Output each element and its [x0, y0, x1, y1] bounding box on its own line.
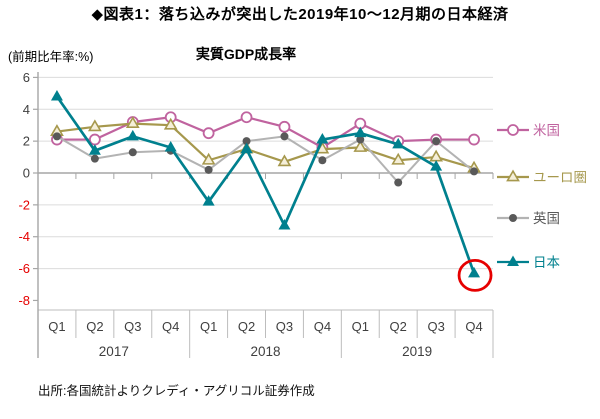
- data-point-eurozone: [429, 149, 444, 162]
- x-axis-quarter-label: Q3: [124, 319, 141, 334]
- data-point-japan: [126, 129, 139, 141]
- legend-marker-japan: [507, 255, 519, 266]
- data-point-japan: [164, 141, 177, 152]
- y-axis-tick-label: -4: [18, 229, 30, 244]
- data-point-uk: [356, 135, 365, 144]
- data-point-japan: [316, 133, 329, 144]
- x-axis-quarter-label: Q1: [200, 319, 217, 334]
- data-point-uk: [90, 154, 99, 163]
- y-axis-tick-label: 4: [23, 102, 30, 117]
- chart-title: 実質GDP成長率: [195, 46, 297, 62]
- highlight-circle-annotation: [457, 258, 493, 292]
- x-axis-quarter-label: Q4: [465, 319, 482, 334]
- legend-label-uk: 英国: [533, 210, 560, 226]
- data-point-eurozone: [277, 154, 292, 167]
- x-axis-quarter-label: Q2: [238, 319, 255, 334]
- data-point-uk: [318, 156, 327, 165]
- data-point-eurozone: [391, 152, 406, 165]
- data-point-uk: [470, 167, 479, 176]
- data-point-eurozone: [125, 116, 140, 129]
- data-point-uk: [242, 137, 251, 146]
- series-line-eurozone: [55, 122, 476, 170]
- legend-label-japan: 日本: [533, 255, 561, 270]
- data-point-uk: [432, 137, 441, 146]
- series-line-japan: [55, 95, 476, 275]
- legend-marker-eurozone: [506, 169, 520, 182]
- x-axis-quarter-label: Q4: [162, 319, 179, 334]
- series-line-us: [55, 116, 476, 149]
- data-point-japan: [430, 160, 443, 171]
- legend-marker-us: [507, 124, 519, 136]
- x-axis-year-label: 2017: [99, 344, 129, 359]
- legend-label-us: 米国: [533, 123, 560, 138]
- x-axis-quarter-label: Q2: [86, 319, 103, 334]
- y-axis-unit-label: (前期比年率:%): [8, 50, 94, 64]
- data-point-japan: [354, 126, 367, 138]
- y-axis-tick-label: 2: [23, 134, 30, 149]
- x-axis-quarter-label: Q1: [352, 319, 369, 334]
- data-point-japan: [202, 195, 215, 206]
- source-note: 出所:各国統計よりクレディ・アグリコル証券作成: [38, 384, 315, 398]
- data-point-uk: [280, 132, 289, 141]
- x-axis-quarter-label: Q3: [276, 319, 293, 334]
- x-axis-year-label: 2018: [250, 344, 280, 359]
- x-axis-quarter-label: Q4: [314, 319, 331, 334]
- figure-title: ◆図表1：落ち込みが突出した2019年10～12月期の日本経済: [91, 6, 509, 23]
- data-point-eurozone: [201, 152, 216, 165]
- data-point-uk: [128, 148, 137, 157]
- x-axis-quarter-label: Q1: [48, 319, 65, 334]
- y-axis-tick-label: -8: [18, 293, 30, 308]
- y-axis-tick-label: 0: [23, 166, 30, 181]
- data-point-uk: [52, 132, 61, 141]
- legend-label-eurozone: ユーロ圏: [533, 170, 587, 185]
- data-point-japan: [278, 219, 291, 230]
- x-axis-year-label: 2019: [402, 344, 432, 359]
- y-axis-tick-label: -2: [18, 197, 30, 212]
- data-point-us: [202, 127, 215, 140]
- x-axis-quarter-label: Q2: [390, 319, 407, 334]
- x-axis-quarter-label: Q3: [427, 319, 444, 334]
- data-point-uk: [204, 165, 213, 174]
- data-point-japan: [468, 266, 481, 278]
- data-point-eurozone: [353, 140, 368, 152]
- legend-marker-uk: [509, 214, 517, 222]
- series-line-uk: [55, 135, 476, 184]
- data-point-japan: [88, 144, 101, 155]
- data-point-japan: [392, 137, 405, 149]
- data-point-japan: [50, 90, 63, 101]
- data-point-us: [468, 133, 480, 146]
- data-point-us: [278, 120, 291, 133]
- y-axis-tick-label: 6: [23, 70, 30, 85]
- data-point-eurozone: [87, 119, 102, 132]
- data-point-japan: [240, 142, 253, 154]
- data-point-us: [88, 133, 101, 146]
- data-point-uk: [394, 178, 403, 187]
- y-axis-tick-label: -6: [18, 261, 30, 276]
- data-point-us: [240, 111, 253, 124]
- data-point-eurozone: [163, 117, 178, 130]
